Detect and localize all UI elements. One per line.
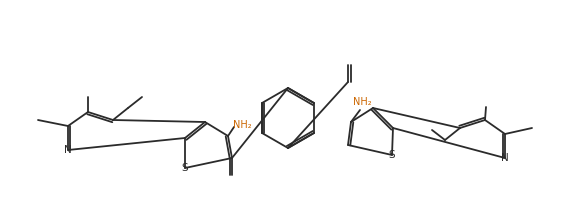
Text: S: S xyxy=(389,150,395,160)
Text: N: N xyxy=(64,145,72,155)
Text: NH₂: NH₂ xyxy=(353,97,371,107)
Text: S: S xyxy=(182,163,188,173)
Text: NH₂: NH₂ xyxy=(233,120,251,130)
Text: N: N xyxy=(501,153,509,163)
